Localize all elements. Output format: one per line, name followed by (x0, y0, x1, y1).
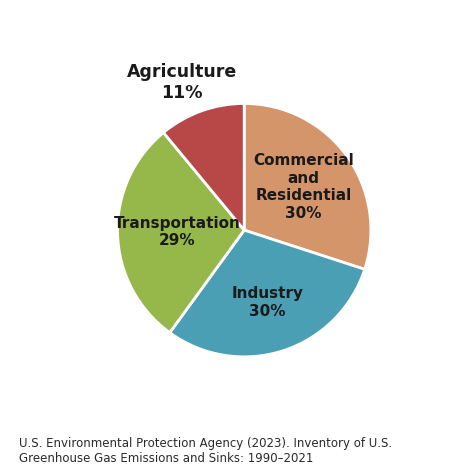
Text: Commercial
and
Residential
30%: Commercial and Residential 30% (253, 154, 354, 220)
Wedge shape (244, 103, 371, 269)
Text: Agriculture
11%: Agriculture 11% (127, 63, 237, 102)
Wedge shape (164, 103, 244, 230)
Wedge shape (118, 133, 244, 333)
Text: Transportation
29%: Transportation 29% (114, 216, 240, 248)
Wedge shape (170, 230, 365, 357)
Text: U.S. Environmental Protection Agency (2023). Inventory of U.S.
Greenhouse Gas Em: U.S. Environmental Protection Agency (20… (19, 437, 392, 465)
Text: Industry
30%: Industry 30% (232, 286, 304, 319)
